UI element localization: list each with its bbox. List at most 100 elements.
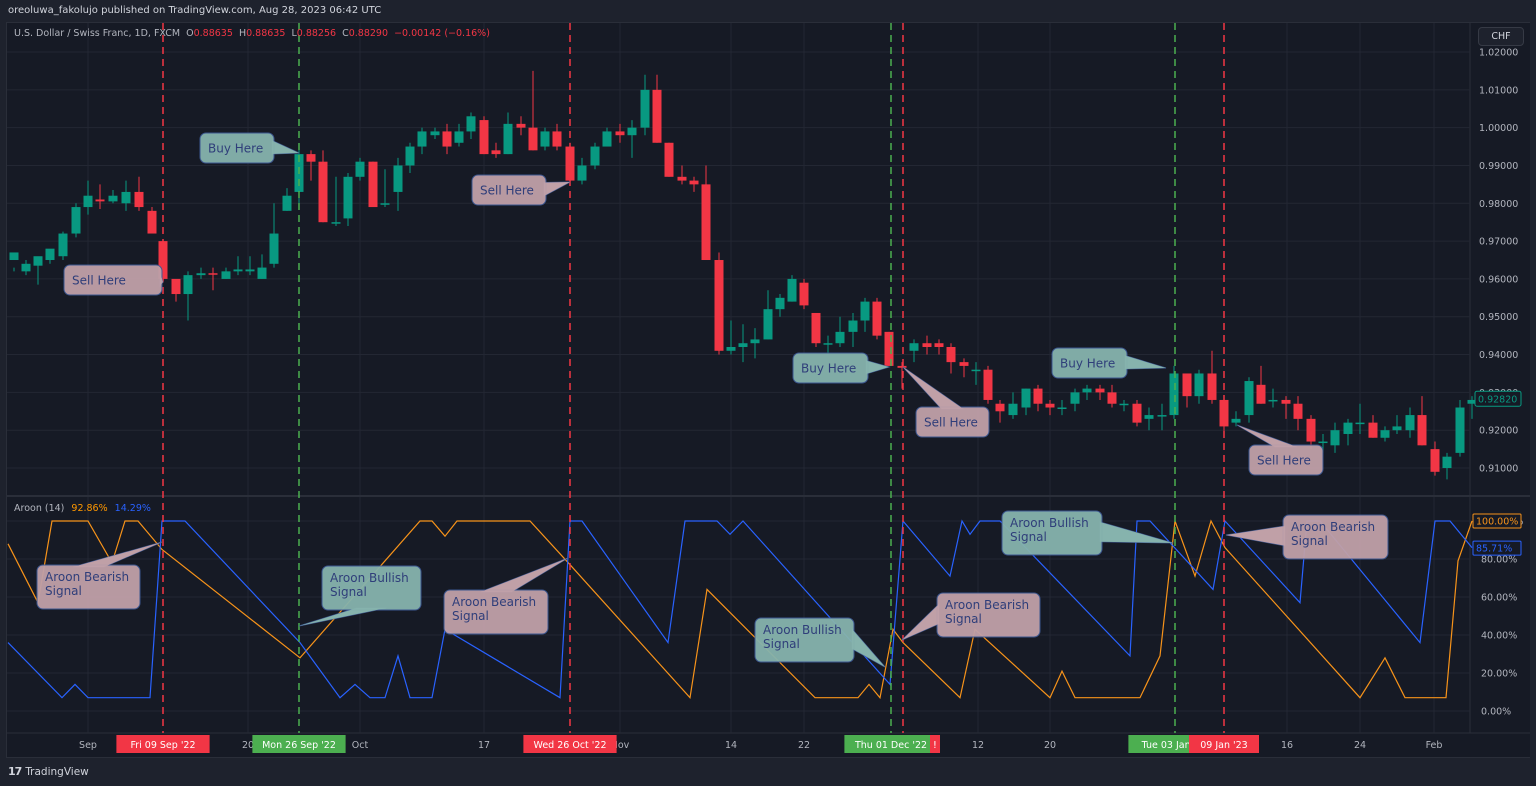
candle-body	[1033, 388, 1043, 404]
callout-label: Aroon Bullish	[763, 623, 842, 637]
aroon-up-line	[7, 519, 1473, 700]
callout-label: Aroon Bearish	[945, 598, 1029, 612]
high-value: 0.88635	[246, 28, 286, 39]
price-tick: 1.01000	[1479, 85, 1518, 96]
candle-body	[1008, 403, 1018, 416]
callout-pointer-fill	[73, 542, 162, 567]
candle-body	[640, 89, 650, 128]
callout-label: Buy Here	[801, 362, 856, 376]
callout-label: Signal	[763, 637, 800, 651]
candle-body	[196, 273, 206, 276]
callout-pointer-fill	[1100, 522, 1173, 543]
callout-label: Signal	[452, 609, 489, 623]
candle-body	[95, 199, 105, 202]
aroon-value-tag: 85.71%	[1472, 540, 1522, 556]
candle-body	[922, 343, 932, 347]
date-tag-bg	[844, 735, 938, 753]
aroon-down-value: 14.29%	[114, 503, 151, 514]
callout-pointer-fill	[852, 629, 885, 667]
symbol-legend: U.S. Dollar / Swiss Franc, 1D, FXCM O0.8…	[14, 28, 490, 39]
price-tick: 0.97000	[1479, 237, 1518, 248]
date-tag-bg	[116, 735, 210, 753]
candle-body	[1231, 418, 1241, 423]
candles	[9, 70, 1477, 480]
candle-body	[1405, 415, 1415, 431]
buy-date-tag: Mon 26 Sep '22	[252, 735, 346, 753]
last-price-tag: 0.92820	[1474, 390, 1522, 407]
candle-body	[1467, 399, 1477, 404]
callout-label: Aroon Bearish	[1291, 520, 1375, 534]
aroon-tick: 80.00%	[1481, 555, 1517, 566]
aroon-value-bg	[1472, 540, 1522, 556]
close-value: 0.88290	[348, 28, 389, 39]
aroon-tick: 20.00%	[1481, 669, 1517, 680]
callout-pointer-fill	[902, 604, 939, 640]
candle-body	[1330, 430, 1340, 446]
candle-body	[9, 252, 19, 261]
candle-body	[1157, 415, 1167, 417]
candle-body	[516, 123, 526, 128]
candle-body	[479, 120, 489, 155]
low-value: 0.88256	[296, 28, 337, 39]
candle-body	[835, 331, 845, 344]
candle-body	[368, 161, 378, 208]
candle-body	[1281, 399, 1291, 404]
sell-callout[interactable]: Sell Here	[63, 264, 164, 296]
candle-body	[652, 89, 662, 143]
price-pane[interactable]	[7, 23, 1470, 495]
candle-body	[664, 142, 674, 177]
time-tick: 20	[1044, 740, 1056, 751]
sell-date-tag: Wed 26 Oct '22	[523, 735, 617, 753]
candle-body	[233, 269, 243, 272]
callout-label: Sell Here	[72, 274, 126, 288]
buy-callout[interactable]: Buy Here	[199, 132, 300, 164]
candle-body	[1368, 422, 1378, 438]
callout-label: Aroon Bearish	[452, 595, 536, 609]
aroon-legend: Aroon (14) 92.86% 14.29%	[14, 503, 151, 514]
tradingview-logo[interactable]: 17 TradingView	[8, 765, 89, 778]
candle-body	[1207, 373, 1217, 400]
sell-callout[interactable]: Sell Here	[1236, 424, 1324, 476]
candle-body	[627, 127, 637, 136]
callout-label: Sell Here	[1257, 454, 1311, 468]
candle-body	[775, 297, 785, 310]
candle-body	[971, 369, 981, 372]
aroon-pane[interactable]	[7, 497, 1470, 733]
buy-callout[interactable]: Buy Here	[1051, 347, 1167, 379]
candle-body	[442, 131, 452, 147]
sell-callout[interactable]: Sell Here	[902, 366, 990, 438]
currency-button[interactable]: CHF	[1478, 27, 1524, 46]
candle-body	[147, 210, 157, 234]
candle-body	[909, 343, 919, 351]
price-tick: 0.94000	[1479, 350, 1518, 361]
candle-body	[1182, 373, 1192, 397]
callout-label: Buy Here	[208, 142, 263, 156]
candle-body	[466, 116, 476, 132]
candle-body	[1095, 388, 1105, 393]
date-tag-label: Tue 03 Jan '23	[1141, 740, 1209, 751]
date-tag-bg	[523, 735, 617, 753]
time-tick: 17	[478, 740, 490, 751]
aroon-tick: 60.00%	[1481, 593, 1517, 604]
open-value: 0.88635	[193, 28, 233, 39]
callout-pointer-fill	[1237, 425, 1298, 447]
candle-body	[615, 131, 625, 136]
buy-callout[interactable]: Buy Here	[792, 352, 891, 384]
sell-callout[interactable]: Sell Here	[471, 174, 571, 206]
callout-pointer-fill	[866, 360, 889, 374]
candle-body	[171, 278, 181, 295]
aroon-name: Aroon (14)	[14, 503, 65, 514]
callout-pointer-fill	[160, 272, 163, 286]
price-tick: 0.92000	[1479, 426, 1518, 437]
candle-body	[1021, 388, 1031, 408]
time-scale[interactable]	[7, 733, 1530, 757]
price-scale[interactable]	[1470, 23, 1530, 733]
